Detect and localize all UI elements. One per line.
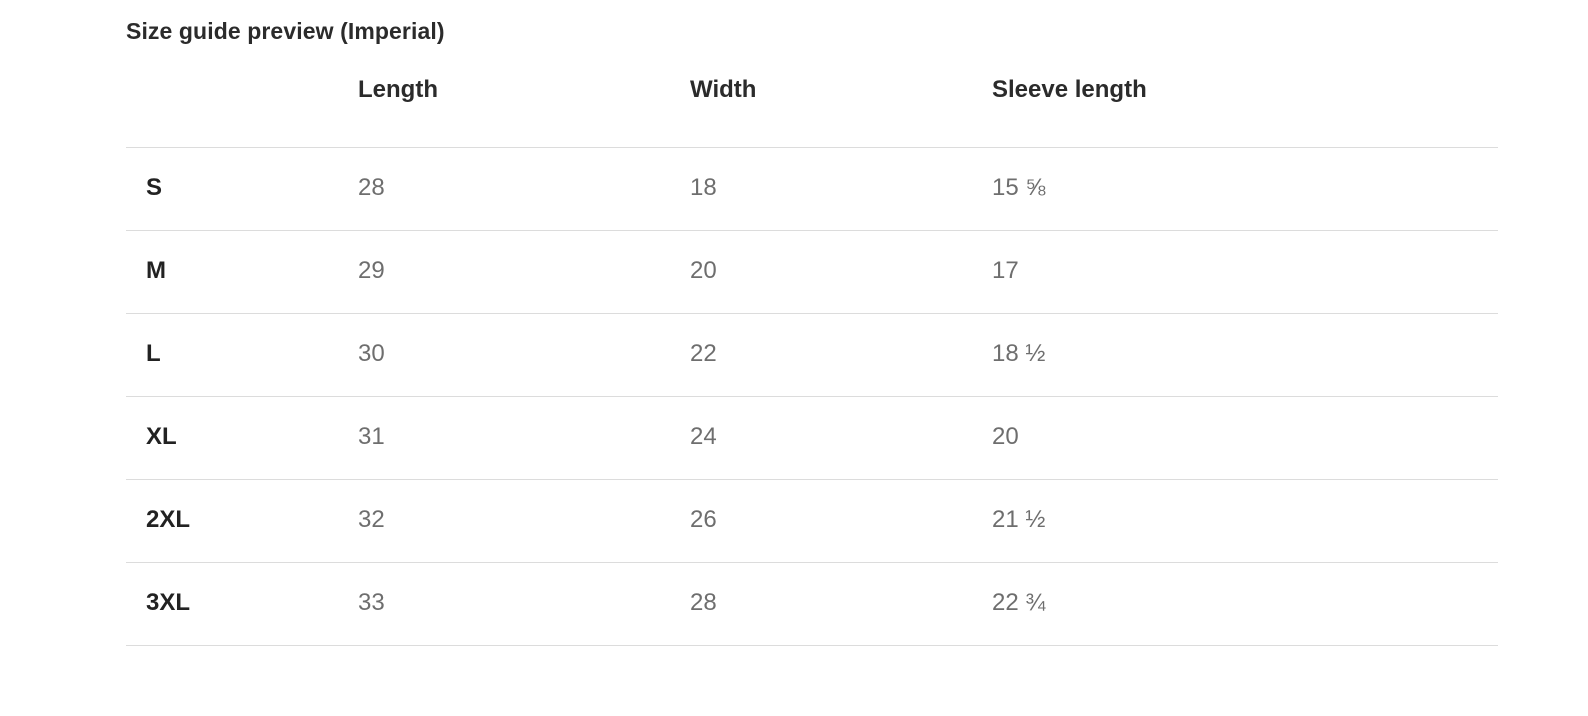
size-guide-table: Length Width Sleeve length S 28 18 15 ⅝ …	[126, 60, 1498, 646]
size-label: XL	[146, 423, 177, 450]
sleeve-value: 20	[992, 423, 1019, 450]
header-width: Width	[690, 76, 757, 103]
table-row: M 29 20 17	[126, 231, 1498, 314]
size-label: L	[146, 340, 161, 367]
length-value: 29	[358, 257, 385, 284]
width-value: 26	[690, 506, 717, 533]
width-value: 18	[690, 174, 717, 201]
page-title: Size guide preview (Imperial)	[126, 18, 445, 44]
width-value: 20	[690, 257, 717, 284]
sleeve-value: 21 ½	[992, 506, 1046, 533]
width-value: 28	[690, 589, 717, 616]
table-header-row: Length Width Sleeve length	[126, 60, 1498, 148]
table-row: 2XL 32 26 21 ½	[126, 480, 1498, 563]
length-value: 32	[358, 506, 385, 533]
table-row: S 28 18 15 ⅝	[126, 148, 1498, 231]
header-length: Length	[358, 76, 438, 103]
length-value: 33	[358, 589, 385, 616]
sleeve-value: 17	[992, 257, 1019, 284]
width-value: 22	[690, 340, 717, 367]
table-row: XL 31 24 20	[126, 397, 1498, 480]
size-label: M	[146, 257, 166, 284]
size-label: S	[146, 174, 163, 201]
length-value: 28	[358, 174, 385, 201]
sleeve-value: 22 ¾	[992, 589, 1046, 616]
table-row: L 30 22 18 ½	[126, 314, 1498, 397]
sleeve-value: 18 ½	[992, 340, 1046, 367]
size-label: 2XL	[146, 506, 191, 533]
table-row: 3XL 33 28 22 ¾	[126, 563, 1498, 646]
sleeve-value: 15 ⅝	[992, 174, 1046, 201]
size-label: 3XL	[146, 589, 191, 616]
length-value: 31	[358, 423, 385, 450]
length-value: 30	[358, 340, 385, 367]
width-value: 24	[690, 423, 717, 450]
header-sleeve-length: Sleeve length	[992, 76, 1147, 103]
